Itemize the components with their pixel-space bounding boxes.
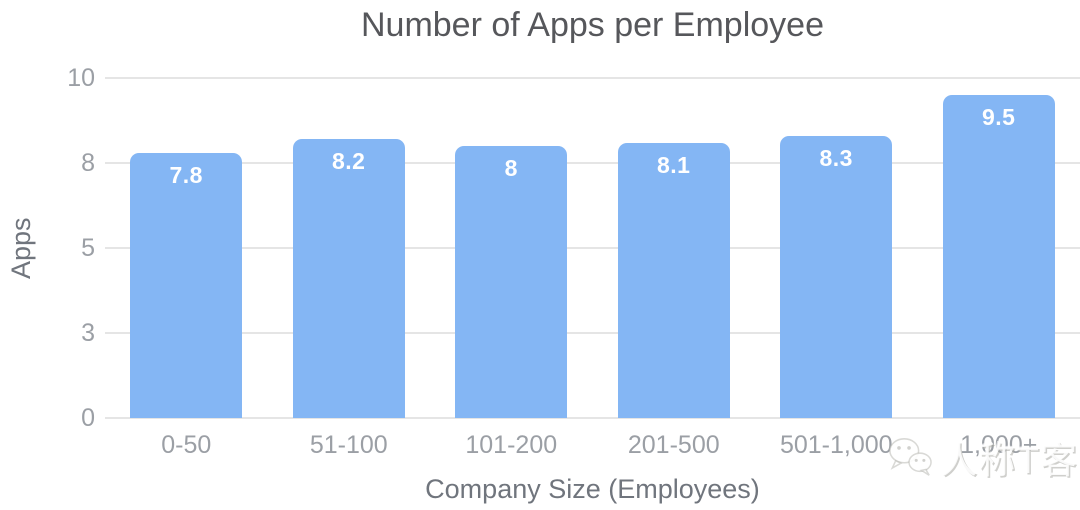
bar-value-label: 8.2: [332, 148, 366, 175]
y-tick-label: 0: [81, 404, 95, 432]
bar: 8.3: [780, 135, 893, 418]
plot-area: 0 3 5 8 10 7.8 0-50 8.2 51-100 8 101-200 8.1 201-500…: [67, 64, 1080, 459]
bar-value-label: 8.3: [819, 144, 853, 171]
x-tick-label: 51-100: [309, 431, 388, 459]
x-tick-label: 1,000+: [960, 431, 1038, 459]
bar-value-label: 9.5: [982, 104, 1016, 130]
wechat-icon: [887, 435, 933, 479]
y-tick-label: 10: [67, 64, 95, 92]
gridline: [105, 77, 1080, 79]
gridline: [105, 417, 1080, 419]
bar-value-label: 8.1: [657, 151, 691, 178]
gridline: [105, 162, 1080, 164]
bar: 8: [455, 146, 568, 418]
x-tick-label: 201-500: [627, 431, 720, 459]
x-tick-label: 101-200: [465, 431, 558, 459]
gridline: [105, 247, 1080, 249]
bar: 8.2: [292, 139, 405, 418]
gridline: [105, 332, 1080, 334]
y-tick-label: 5: [81, 234, 95, 262]
watermark: 人称T客: [887, 430, 1078, 484]
x-axis-title: Company Size (Employees): [425, 474, 760, 504]
chart-title: Number of Apps per Employee: [360, 6, 825, 44]
y-axis-title: Apps: [6, 217, 36, 279]
watermark-text: 人称T客: [940, 440, 1078, 481]
x-tick-label: 0-50: [161, 431, 212, 459]
bar: 8.1: [617, 142, 730, 418]
bar-value-label: 8: [504, 155, 518, 181]
bar-value-label: 7.8: [169, 161, 203, 188]
y-tick-label: 8: [81, 149, 95, 177]
y-tick-label: 3: [81, 319, 95, 347]
x-tick-label: 501-1,000: [779, 431, 893, 459]
bar: 9.5: [942, 95, 1055, 418]
bar: 7.8: [130, 152, 243, 418]
